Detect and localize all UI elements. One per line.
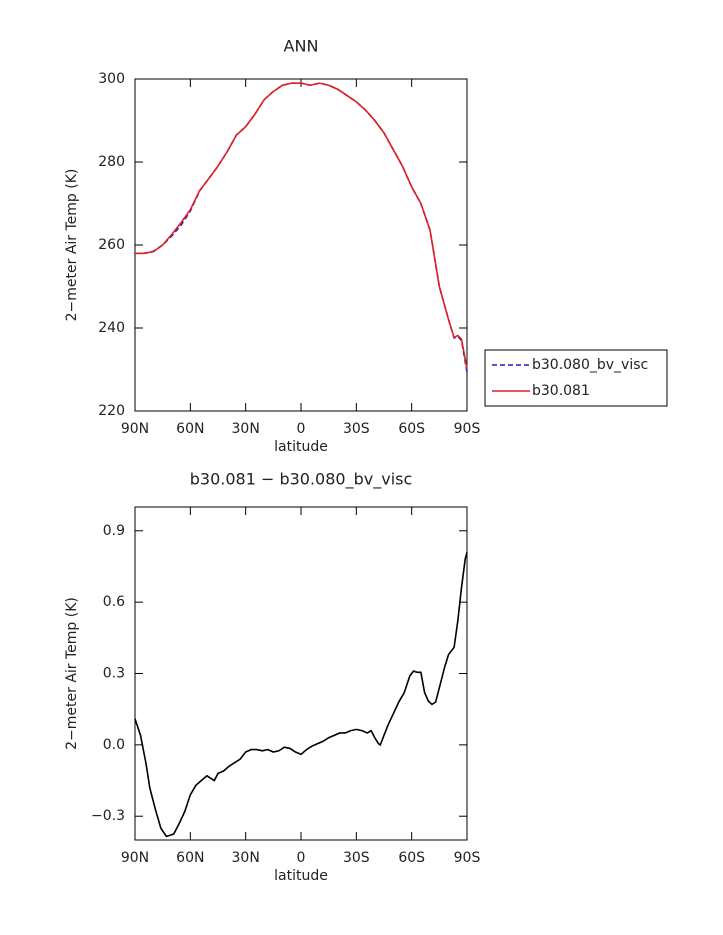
x-tick-label: 0 [297,421,306,437]
x-tick-label: 0 [297,850,306,866]
y-tick-label: 300 [98,71,125,87]
y-tick-label: 240 [98,320,125,336]
y-tick-label: −0.3 [91,808,125,824]
y-tick-label: 220 [98,403,125,419]
y-tick-label: 0.9 [103,523,125,539]
data-line [135,82,468,373]
x-tick-label: 60S [398,421,425,437]
y-tick-label: 0.6 [103,594,125,610]
chart-title: b30.081 − b30.080_bv_visc [190,470,413,490]
y-tick-label: 0.3 [103,666,125,682]
x-axis-label: latitude [274,868,328,884]
x-tick-label: 90N [121,421,149,437]
x-tick-label: 30N [232,421,260,437]
data-line [135,82,468,369]
plot-frame [134,78,468,412]
x-tick-label: 90S [454,421,481,437]
y-axis-label: 2−meter Air Temp (K) [64,169,80,322]
plot-frame [134,506,468,841]
x-tick-label: 30S [343,421,370,437]
x-tick-label: 90N [121,850,149,866]
x-tick-label: 90S [454,850,481,866]
y-tick-label: 260 [98,237,125,253]
x-axis-label: latitude [274,439,328,455]
legend-label: b30.081 [532,383,590,399]
legend-label: b30.080_bv_visc [532,357,648,373]
chart-title: ANN [284,37,319,56]
data-line [134,551,468,838]
x-tick-label: 60N [176,421,204,437]
x-tick-label: 60S [398,850,425,866]
legend-box [484,349,668,407]
y-axis-label: 2−meter Air Temp (K) [64,597,80,750]
x-tick-label: 30N [232,850,260,866]
y-tick-label: 0.0 [103,737,125,753]
x-tick-label: 60N [176,850,204,866]
y-tick-label: 280 [98,154,125,170]
x-tick-label: 30S [343,850,370,866]
